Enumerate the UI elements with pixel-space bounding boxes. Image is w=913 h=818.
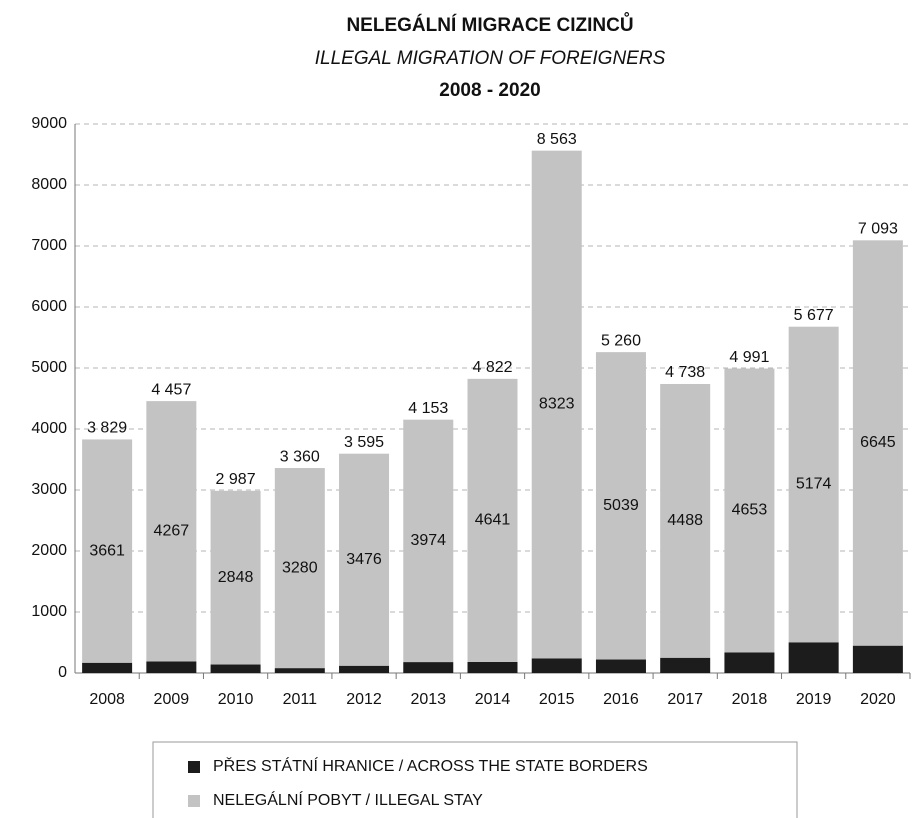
legend-swatch [188,795,200,807]
legend-swatch [188,761,200,773]
value-label: 2848 [218,569,254,586]
bar-segment [852,645,903,673]
bar-segment [82,662,133,673]
bar-segment [852,240,903,646]
value-label: 6645 [860,434,896,451]
bar-segment [595,659,646,673]
x-tick-label: 2020 [860,691,896,708]
bar-segment [339,453,390,666]
value-label: 4653 [732,502,768,519]
y-tick-label: 9000 [31,115,67,132]
y-tick-label: 5000 [31,359,67,376]
bar-segment [531,150,582,659]
bar-segment [660,657,711,673]
value-label: 3280 [282,559,318,576]
total-label: 4 822 [472,359,512,376]
total-label: 4 457 [151,381,191,398]
x-tick-label: 2009 [154,691,190,708]
total-label: 8 563 [537,131,577,148]
x-tick-label: 2008 [89,691,125,708]
value-label: 5174 [796,476,832,493]
bar-segment [82,439,133,663]
total-label: 5 260 [601,332,641,349]
total-label: 3 829 [87,420,127,437]
x-tick-label: 2012 [346,691,382,708]
y-tick-label: 0 [58,664,67,681]
y-tick-label: 8000 [31,176,67,193]
bar-segment [210,664,261,673]
x-tick-label: 2014 [475,691,511,708]
value-label: 8323 [539,396,575,413]
y-tick-label: 2000 [31,542,67,559]
x-tick-label: 2013 [410,691,446,708]
bar-segment [339,665,390,673]
total-label: 3 595 [344,434,384,451]
bar-segment [595,352,646,660]
value-label: 4641 [475,512,511,529]
value-label: 4267 [154,522,190,539]
bar-segment [467,661,518,673]
value-label: 5039 [603,497,639,514]
chart-subtitle: ILLEGAL MIGRATION OF FOREIGNERS [315,48,666,69]
value-label: 3476 [346,551,382,568]
x-tick-label: 2018 [732,691,768,708]
x-tick-label: 2015 [539,691,575,708]
date-range: 2008 - 2020 [439,80,540,101]
value-label: 3661 [89,542,125,559]
bar-segment [210,490,261,665]
y-tick-label: 4000 [31,420,67,437]
bar-segment [788,642,839,673]
y-tick-label: 6000 [31,298,67,315]
bar-segment [788,326,839,643]
bar-segment [274,668,325,673]
bar-segment [146,401,197,662]
total-label: 7 093 [858,221,898,238]
x-tick-label: 2011 [283,691,318,708]
y-tick-label: 1000 [31,603,67,620]
bar-segment [531,658,582,673]
x-tick-label: 2017 [667,691,703,708]
y-tick-label: 3000 [31,481,67,498]
x-tick-label: 2016 [603,691,639,708]
y-tick-label: 7000 [31,237,67,254]
total-label: 5 677 [794,307,834,324]
bar-segment [403,419,454,663]
bar-segment [274,468,325,669]
total-label: 4 991 [729,349,769,366]
value-label: 4488 [667,512,703,529]
bar-segment [467,378,518,662]
value-label: 3974 [410,532,446,549]
bar-segment [146,661,197,673]
total-label: 3 360 [280,448,320,465]
total-label: 2 987 [216,471,256,488]
bar-segment [660,383,711,658]
x-tick-label: 2010 [218,691,254,708]
legend-label: NELEGÁLNÍ POBYT / ILLEGAL STAY [213,790,483,809]
bar-segment [724,368,775,653]
total-label: 4 738 [665,364,705,381]
x-tick-label: 2019 [796,691,832,708]
bar-segment [724,652,775,673]
bar-segment [403,662,454,673]
chart-title: NELEGÁLNÍ MIGRACE CIZINCŮ [346,13,633,36]
total-label: 4 153 [408,400,448,417]
legend-label: PŘES STÁTNÍ HRANICE / ACROSS THE STATE B… [213,756,648,775]
legend-box [152,741,798,818]
